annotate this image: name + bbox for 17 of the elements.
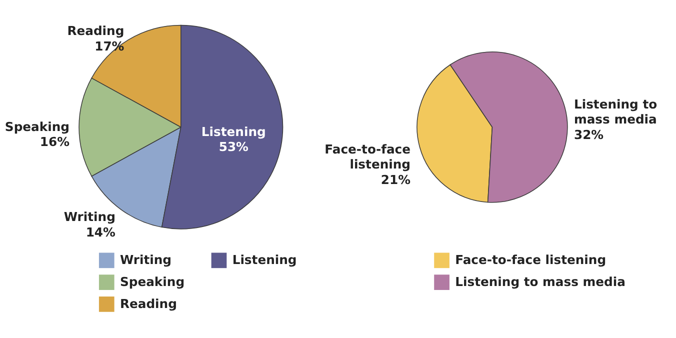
slice-label: Listening (201, 124, 266, 139)
data-label: 14% (86, 225, 116, 240)
data-label: 53% (218, 140, 248, 154)
slice-label: Reading (67, 24, 124, 38)
legend-label: Reading (120, 297, 177, 312)
legend-label: Face-to-face listening (455, 253, 606, 268)
slice-label: Face-to-face listening (324, 142, 411, 172)
slice-label: Listening to mass media (574, 98, 658, 127)
legend-label: Listening (232, 253, 297, 268)
data-label: 16% (40, 135, 70, 150)
slice-label: Speaking (4, 120, 70, 134)
data-label: 21% (380, 172, 411, 187)
legend-label: Writing (120, 253, 172, 268)
legend-label: Listening to mass media (455, 275, 626, 290)
legend-label: Speaking (120, 275, 185, 290)
slice-label: Writing (64, 210, 116, 224)
data-label: 32% (574, 128, 604, 142)
